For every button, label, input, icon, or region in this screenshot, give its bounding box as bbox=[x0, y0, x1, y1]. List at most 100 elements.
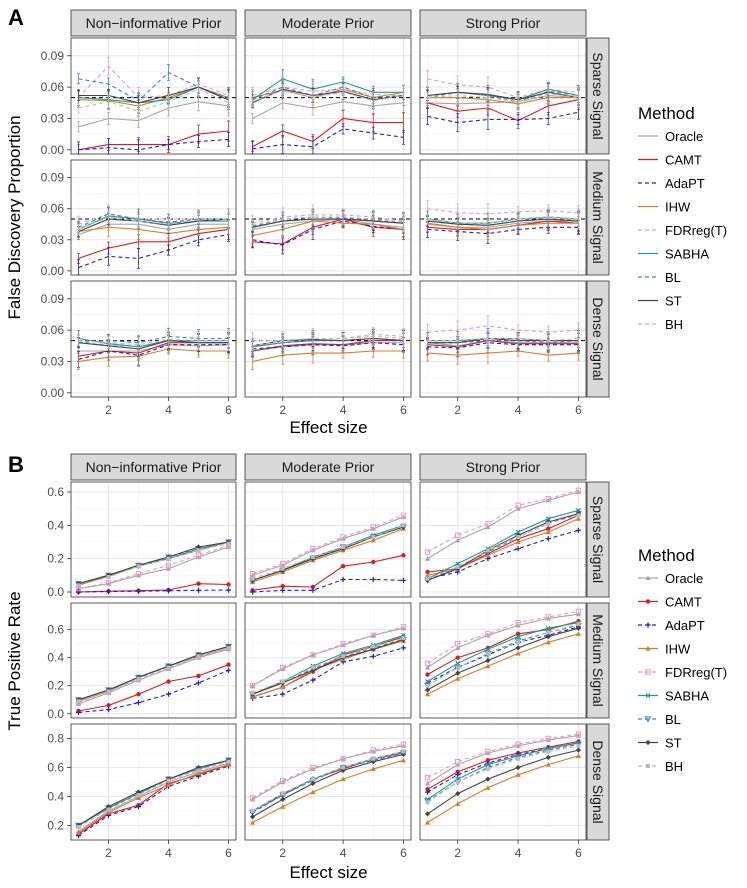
data-point bbox=[515, 546, 521, 552]
series-bh bbox=[76, 541, 231, 588]
series-line bbox=[427, 226, 579, 235]
legend-label: CAMT bbox=[665, 153, 702, 168]
error-bar bbox=[137, 337, 140, 353]
series-line bbox=[78, 647, 229, 702]
data-point bbox=[370, 576, 376, 583]
data-point bbox=[425, 672, 430, 677]
facet-border bbox=[419, 481, 587, 598]
series-line bbox=[252, 528, 404, 583]
legend-label: SABHA bbox=[665, 689, 709, 704]
error-bar bbox=[281, 83, 285, 97]
x-tick-label: 4 bbox=[515, 403, 522, 417]
data-point bbox=[485, 657, 491, 664]
series-line bbox=[427, 742, 579, 800]
facet-0-0 bbox=[70, 481, 237, 598]
data-point bbox=[575, 631, 582, 636]
series-line bbox=[427, 633, 579, 695]
data-point bbox=[400, 751, 407, 758]
facet-0-0 bbox=[70, 37, 237, 155]
row-header-1 bbox=[586, 159, 610, 276]
series-line bbox=[78, 228, 229, 259]
data-point bbox=[135, 570, 142, 577]
series-line bbox=[252, 214, 404, 224]
data-point bbox=[455, 655, 460, 660]
data-point bbox=[546, 521, 551, 526]
data-point bbox=[485, 548, 490, 553]
legend-item-sabha: SABHA bbox=[638, 689, 709, 704]
data-point bbox=[515, 529, 521, 535]
series-line bbox=[78, 546, 229, 590]
column-header-label: Moderate Prior bbox=[282, 15, 375, 31]
series-line bbox=[427, 749, 579, 815]
x-tick-label: 4 bbox=[165, 846, 172, 860]
panel-b: B Non−informative Prior Moderate Prior Stro… bbox=[5, 452, 727, 882]
x-axis-title: Effect size bbox=[289, 418, 367, 437]
data-point bbox=[196, 673, 201, 679]
data-point bbox=[106, 575, 111, 579]
data-point bbox=[310, 667, 316, 673]
y-axis-title: True Positive Rate bbox=[5, 591, 24, 730]
series-bh bbox=[76, 645, 231, 704]
data-point bbox=[485, 524, 491, 530]
series-line bbox=[427, 111, 579, 124]
series-line bbox=[78, 541, 229, 585]
panel-letter: A bbox=[8, 5, 24, 30]
column-header-2 bbox=[419, 453, 587, 481]
legend-label: BL bbox=[665, 712, 681, 727]
data-point bbox=[226, 582, 231, 587]
data-point bbox=[106, 689, 111, 694]
series-bh bbox=[250, 749, 406, 813]
data-point bbox=[280, 804, 286, 809]
data-point bbox=[516, 640, 521, 645]
series-bh bbox=[251, 326, 405, 352]
data-point bbox=[310, 764, 316, 771]
series-line bbox=[252, 220, 404, 237]
series-st bbox=[424, 747, 582, 817]
series-line bbox=[78, 213, 229, 228]
facet-background bbox=[71, 281, 236, 397]
legend: Method Oracle CAMT AdaPT IHW FDRreg(T) SABHA BL… bbox=[638, 104, 727, 332]
y-tick-label: 0.00 bbox=[41, 264, 65, 278]
column-header-1 bbox=[244, 453, 412, 481]
data-point bbox=[515, 619, 521, 626]
error-bar bbox=[167, 139, 170, 151]
data-point bbox=[310, 584, 316, 590]
data-point bbox=[401, 749, 406, 754]
legend-title: Method bbox=[638, 546, 695, 565]
data-point bbox=[371, 644, 376, 649]
data-point bbox=[455, 565, 460, 569]
facet-border bbox=[70, 723, 237, 841]
x-tick-label: 4 bbox=[515, 846, 522, 860]
series-line bbox=[427, 91, 579, 101]
legend-label: BH bbox=[665, 317, 683, 332]
series-line bbox=[78, 543, 229, 586]
data-point bbox=[425, 800, 430, 805]
facet-1-2 bbox=[419, 602, 587, 719]
data-point bbox=[250, 576, 255, 581]
y-tick-label: 0.2 bbox=[47, 552, 64, 566]
x-axis-title: Effect size bbox=[289, 863, 367, 882]
series-line bbox=[78, 71, 229, 102]
data-point bbox=[370, 632, 376, 638]
facet-0-2 bbox=[419, 481, 587, 598]
facet-0-1 bbox=[244, 481, 412, 598]
data-point bbox=[280, 777, 286, 784]
facet-border bbox=[419, 159, 587, 276]
legend-label: Oracle bbox=[665, 129, 703, 144]
legend-key-marker bbox=[645, 575, 651, 581]
series-line bbox=[252, 128, 404, 150]
data-point bbox=[515, 741, 521, 747]
facet-0-2 bbox=[419, 37, 587, 155]
data-point bbox=[280, 560, 286, 567]
legend-label: CAMT bbox=[665, 595, 702, 610]
data-point bbox=[105, 706, 112, 713]
error-bar bbox=[576, 87, 580, 109]
facet-2-1: 2 4 6 bbox=[244, 723, 412, 860]
data-point bbox=[340, 576, 346, 583]
data-point bbox=[425, 787, 430, 792]
data-point bbox=[280, 796, 286, 802]
data-point bbox=[249, 589, 256, 595]
series-line bbox=[252, 216, 404, 227]
data-point bbox=[136, 691, 141, 697]
x-tick-label: 2 bbox=[279, 846, 286, 860]
